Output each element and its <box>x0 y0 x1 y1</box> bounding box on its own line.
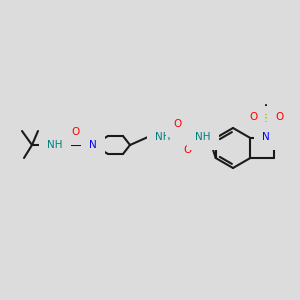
Text: S: S <box>263 114 269 124</box>
Text: O: O <box>72 127 80 137</box>
Text: NH: NH <box>155 132 171 142</box>
Text: N: N <box>89 140 97 150</box>
Text: NH: NH <box>195 132 211 142</box>
Text: N: N <box>262 132 270 142</box>
Text: O: O <box>174 119 182 129</box>
Text: O: O <box>249 112 257 122</box>
Text: O: O <box>184 145 192 155</box>
Text: O: O <box>275 112 283 122</box>
Text: NH: NH <box>47 140 63 150</box>
